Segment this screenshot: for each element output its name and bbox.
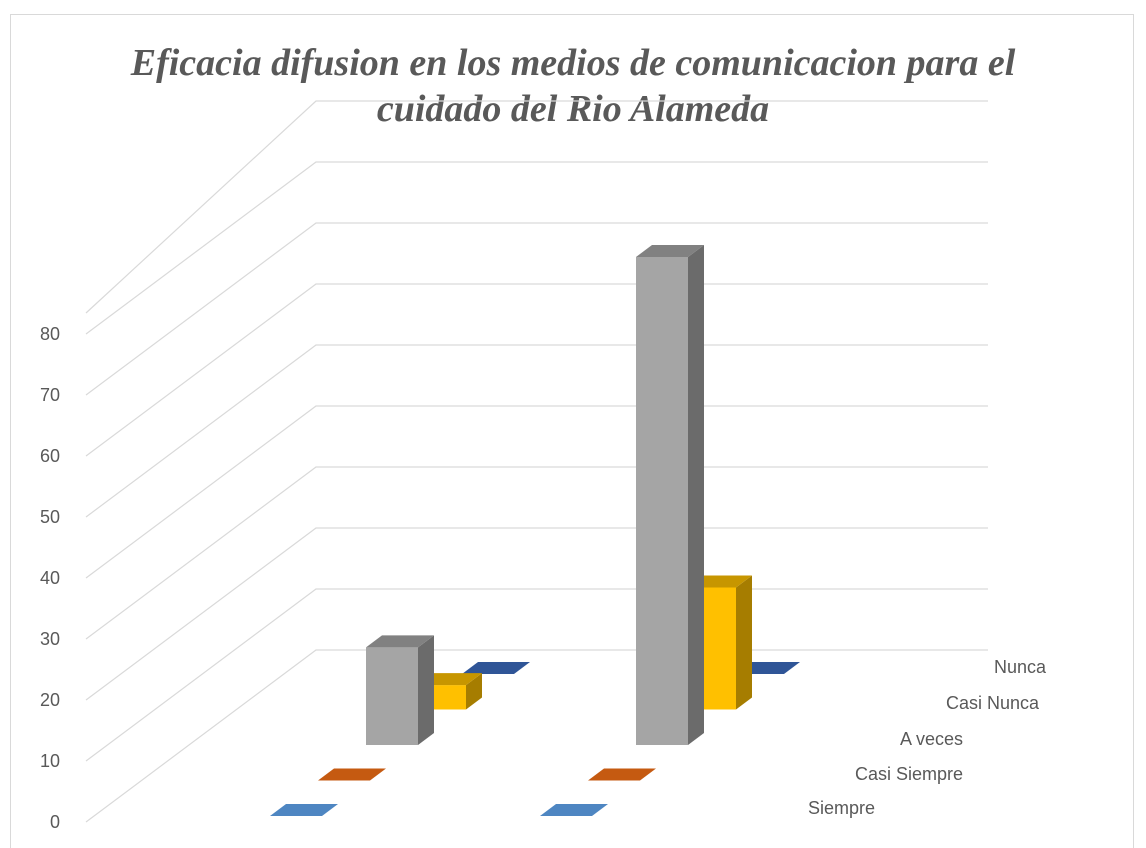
gridline [85, 466, 988, 640]
bar-flat [318, 768, 386, 781]
bar-top [366, 635, 434, 648]
gridline [85, 161, 988, 335]
chart-title-line-1: Eficacia difusion en los medios de comun… [130, 42, 1016, 84]
bar-flat [540, 804, 608, 816]
bar-front [366, 647, 418, 745]
bar-top [636, 245, 704, 257]
chart-frame [10, 14, 1134, 848]
gridline [85, 344, 988, 518]
y-axis: 0 10 20 30 40 50 60 70 80 [40, 324, 60, 832]
bar-front [636, 257, 688, 745]
bar-side [688, 245, 704, 745]
bar-side [736, 575, 752, 710]
gridline [85, 222, 988, 396]
gridline [85, 100, 988, 314]
series-label: Nunca [994, 657, 1047, 677]
y-tick-label: 10 [40, 751, 60, 771]
gridline [85, 283, 988, 457]
y-tick-label: 40 [40, 568, 60, 588]
gridline [85, 588, 988, 762]
y-tick-label: 20 [40, 690, 60, 710]
gridlines [85, 100, 988, 823]
bar-side [418, 635, 434, 745]
y-tick-label: 0 [50, 812, 60, 832]
bar-a-veces-1 [636, 245, 704, 745]
bar-siempre-0 [270, 804, 338, 816]
bar-flat [462, 662, 530, 674]
y-tick-label: 80 [40, 324, 60, 344]
series-label: Siempre [808, 798, 875, 818]
y-tick-label: 50 [40, 507, 60, 527]
bar-casi-siempre-1 [588, 768, 656, 781]
chart-title: Eficacia difusion en los medios de comun… [0, 40, 1146, 132]
bar-siempre-1 [540, 804, 608, 816]
bar-flat [270, 804, 338, 816]
bar-a-veces-0 [366, 635, 434, 745]
y-tick-label: 70 [40, 385, 60, 405]
chart-title-line-2: cuidado del Rio Alameda [376, 88, 770, 130]
bar-side [466, 673, 482, 710]
depth-axis: Siempre Casi Siempre A veces Casi Nunca Nunc… [808, 657, 1047, 818]
gridline [85, 649, 988, 823]
bar-casi-siempre-0 [318, 768, 386, 781]
series-label: Casi Siempre [855, 764, 963, 784]
gridline [85, 527, 988, 701]
series-label: A veces [900, 729, 963, 749]
y-tick-label: 30 [40, 629, 60, 649]
gridline [85, 405, 988, 579]
bars [270, 245, 800, 816]
bar-flat [588, 768, 656, 781]
bar-nunca-0 [462, 662, 530, 674]
y-tick-label: 60 [40, 446, 60, 466]
series-label: Casi Nunca [946, 693, 1040, 713]
